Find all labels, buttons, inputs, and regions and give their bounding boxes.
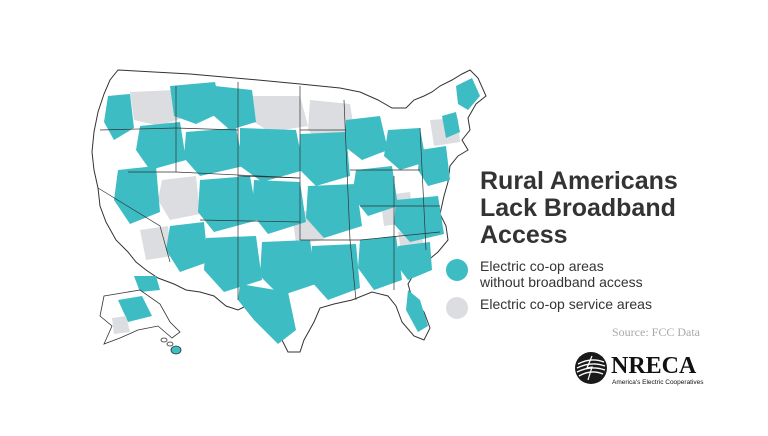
title-line-2: Lack Broadband <box>480 194 676 222</box>
legend-label-line-2: without broadband access <box>480 274 643 290</box>
legend-item-no-broadband: Electric co-op areas without broadband a… <box>446 258 643 290</box>
state-boundaries <box>97 82 441 301</box>
nreca-logo: NRECA America's Electric Cooperatives <box>574 351 704 391</box>
nreca-globe-icon <box>575 352 607 384</box>
hawaii-outline <box>160 337 182 355</box>
gray-dot-icon <box>446 297 468 319</box>
chart-title: Rural Americans Lack Broadband Access <box>480 168 740 249</box>
title-line-3: Access <box>480 221 568 249</box>
source-note: Source: FCC Data <box>612 325 700 339</box>
legend-label: Electric co-op service areas <box>480 296 652 312</box>
teal-dot-icon <box>446 259 468 281</box>
legend-label-line-1: Electric co-op areas <box>480 258 604 274</box>
nreca-tagline: America's Electric Cooperatives <box>612 379 704 386</box>
nreca-wordmark: NRECA <box>611 353 697 379</box>
legend-item-service-areas: Electric co-op service areas <box>446 296 652 319</box>
coop-no-broadband-areas <box>104 78 480 344</box>
title-line-1: Rural Americans <box>480 167 678 195</box>
